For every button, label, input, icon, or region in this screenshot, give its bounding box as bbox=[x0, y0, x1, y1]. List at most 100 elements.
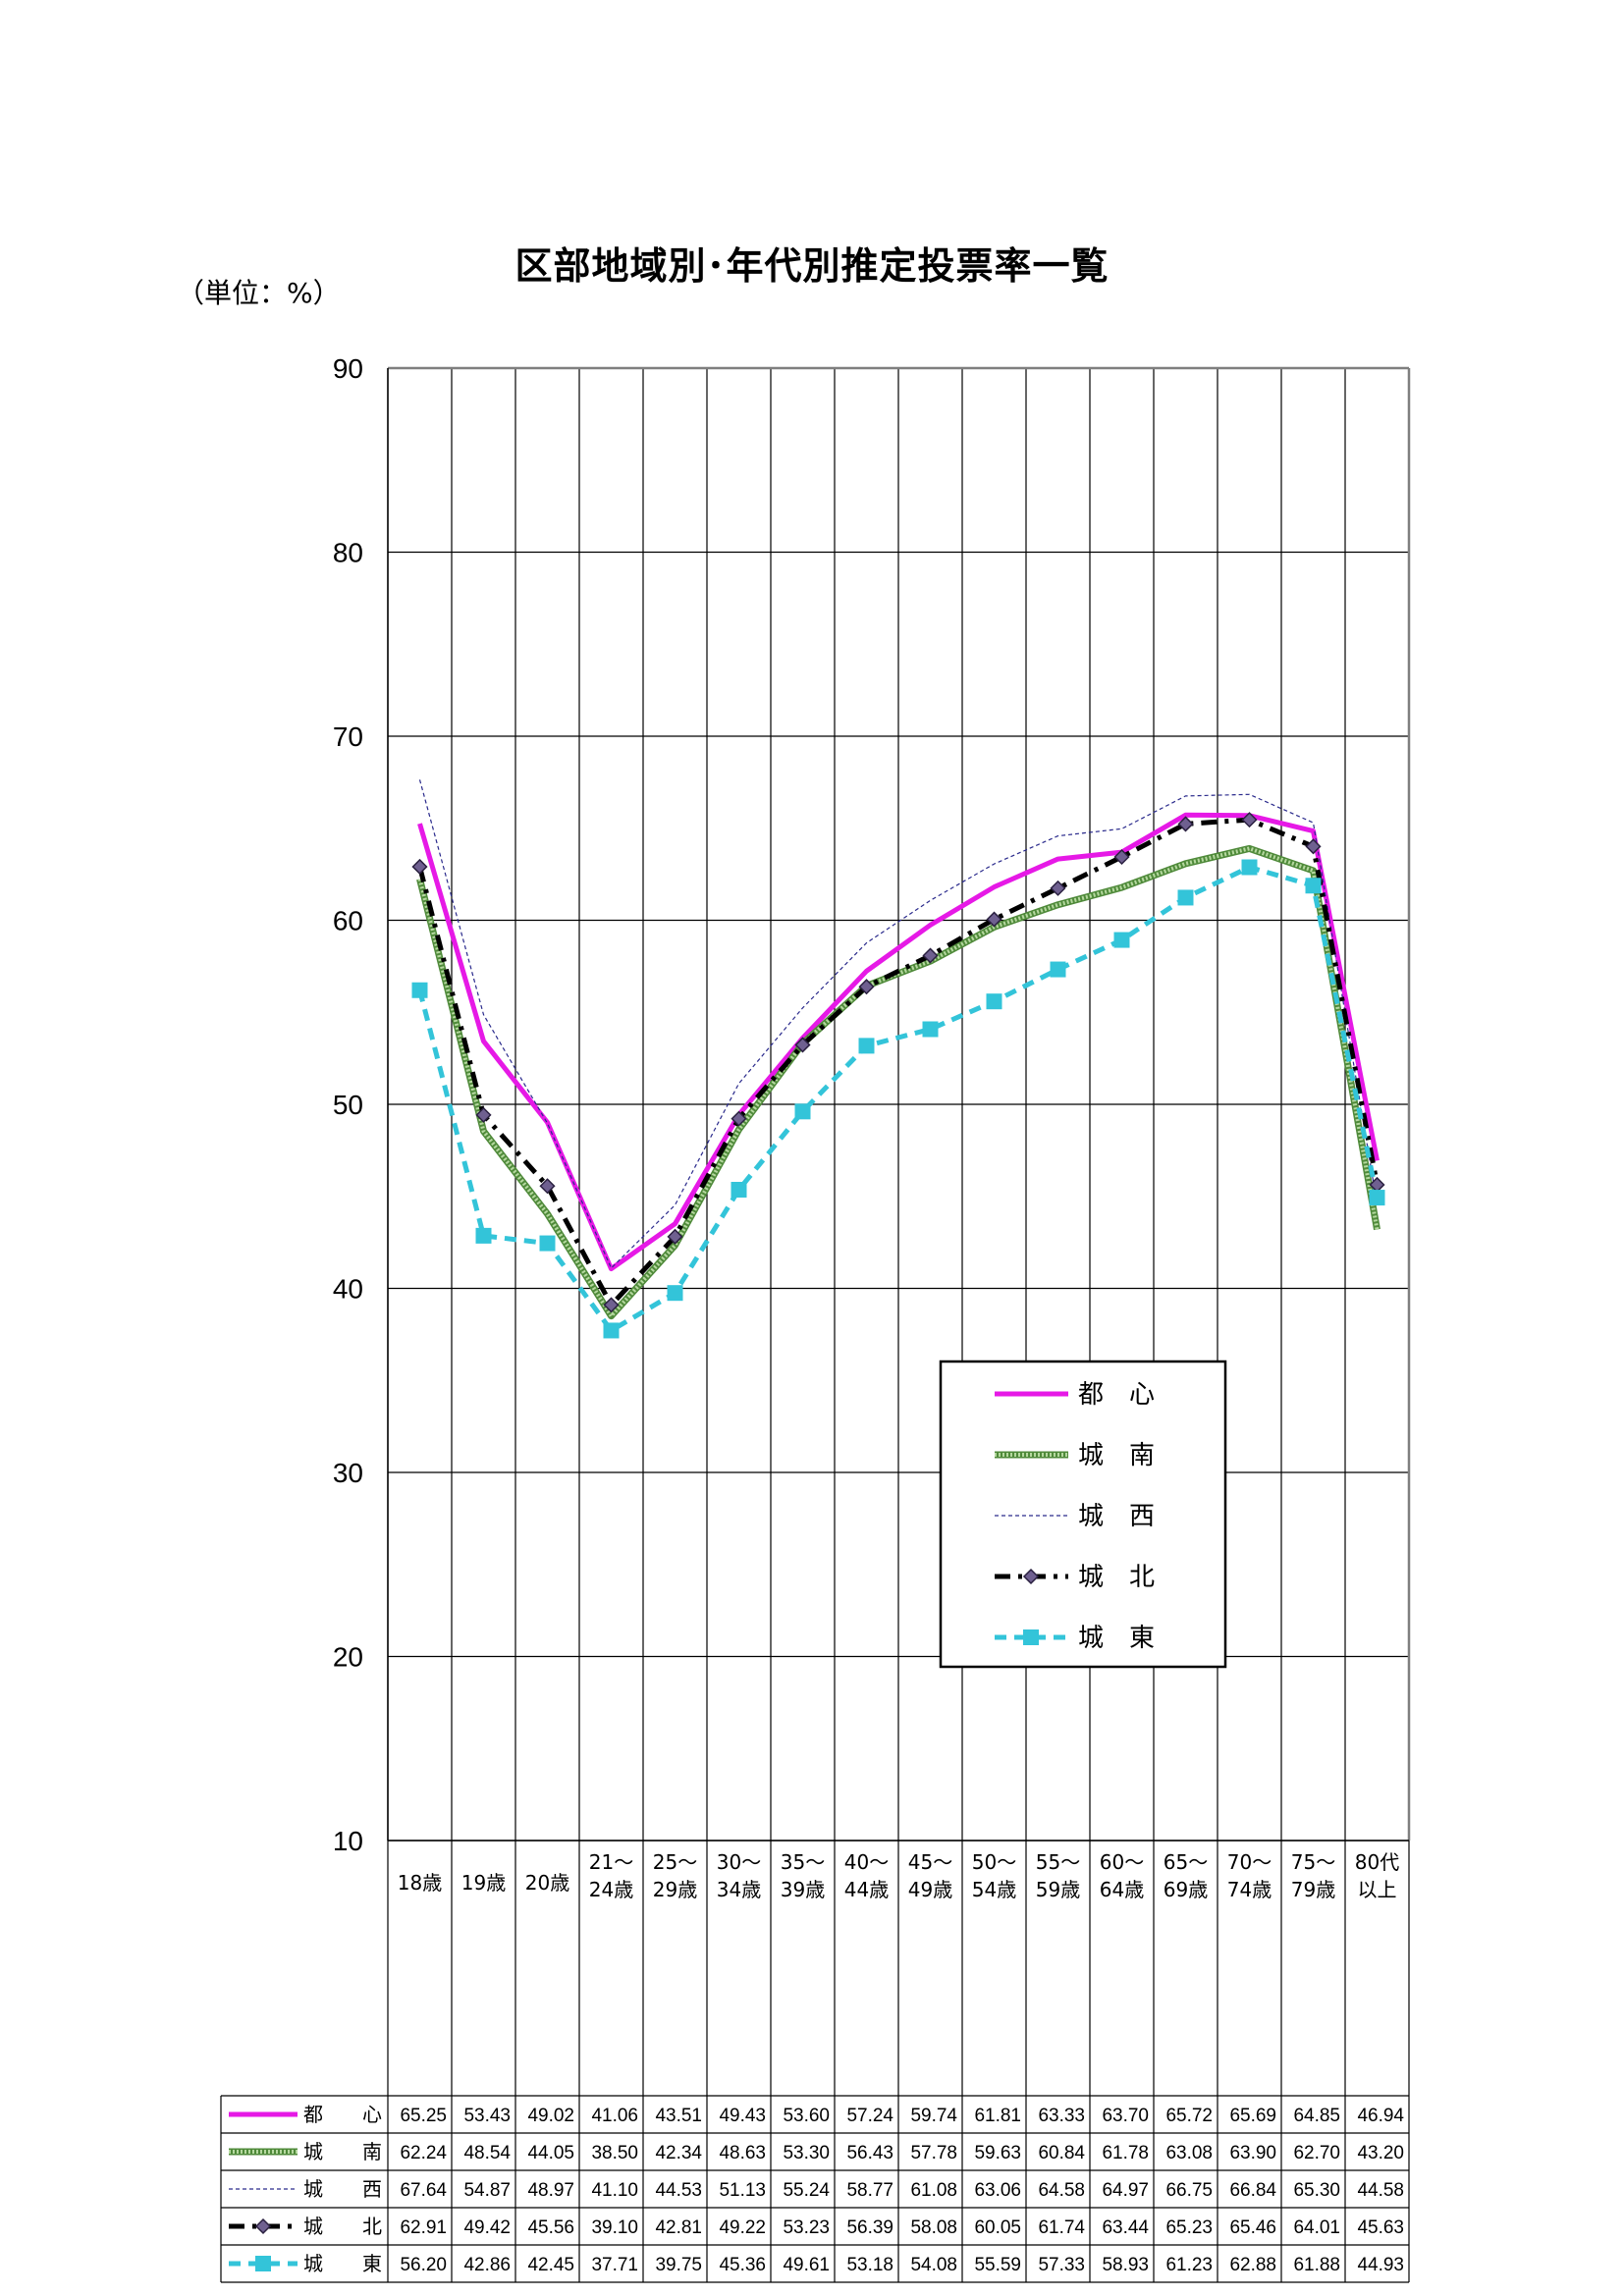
table-cell: 62.91 bbox=[400, 2217, 447, 2238]
table-row-name: 城 東 bbox=[303, 2252, 382, 2275]
table-cell: 44.93 bbox=[1357, 2255, 1404, 2275]
series-4 bbox=[417, 817, 1380, 1308]
table-cell: 44.53 bbox=[655, 2180, 702, 2201]
table-cell: 42.81 bbox=[655, 2217, 702, 2238]
table-cell: 41.06 bbox=[591, 2106, 638, 2126]
x-tick-label: 35～ bbox=[781, 1850, 825, 1874]
table-cell: 56.43 bbox=[846, 2143, 893, 2163]
table-cell: 46.94 bbox=[1357, 2106, 1404, 2126]
x-tick-label: 40～ bbox=[844, 1850, 889, 1874]
x-tick-label: 55～ bbox=[1036, 1850, 1080, 1874]
x-tick-label: 64歳 bbox=[1100, 1878, 1144, 1901]
table-cell: 38.50 bbox=[591, 2143, 638, 2163]
x-tick-label: 69歳 bbox=[1164, 1878, 1208, 1901]
page-title: 区部地域別･年代別推定投票率一覧 bbox=[514, 244, 1110, 288]
series-4-marker bbox=[539, 1178, 556, 1195]
x-tick-label: 34歳 bbox=[717, 1878, 761, 1901]
x-tick-label: 50～ bbox=[972, 1850, 1016, 1874]
series-4-marker bbox=[1050, 880, 1066, 896]
table-cell: 63.44 bbox=[1102, 2217, 1149, 2238]
data-table: 都 心 65.25 53.43 49.02 41.06 43.51 49.43 53.60 57… bbox=[220, 1840, 1410, 2283]
table-cell: 55.59 bbox=[974, 2255, 1021, 2275]
table-cell: 65.25 bbox=[400, 2106, 447, 2126]
x-tick-label: 30～ bbox=[717, 1850, 761, 1874]
x-tick-label: 60～ bbox=[1100, 1850, 1144, 1874]
y-tick-label: 50 bbox=[333, 1090, 363, 1120]
series-4-marker bbox=[1241, 812, 1258, 828]
table-cell: 64.97 bbox=[1102, 2180, 1149, 2201]
series-5-marker bbox=[539, 1235, 556, 1252]
x-tick-label: 29歳 bbox=[653, 1878, 697, 1901]
table-cell: 64.01 bbox=[1293, 2217, 1340, 2238]
table-cell: 37.71 bbox=[591, 2255, 638, 2275]
table-cell: 65.72 bbox=[1165, 2106, 1213, 2126]
series-5-marker bbox=[1369, 1190, 1385, 1206]
x-tick-label: 79歳 bbox=[1291, 1878, 1335, 1901]
table-cell: 49.61 bbox=[783, 2255, 830, 2275]
x-tick-label: 45～ bbox=[908, 1850, 952, 1874]
legend-label: 城 南 bbox=[1078, 1441, 1155, 1470]
table-cell: 66.84 bbox=[1229, 2180, 1276, 2201]
x-tick-label: 39歳 bbox=[781, 1878, 825, 1901]
table-cell: 63.08 bbox=[1165, 2143, 1213, 2163]
table-cell: 63.90 bbox=[1229, 2143, 1276, 2163]
y-tick-label: 10 bbox=[333, 1826, 363, 1856]
series-5-marker bbox=[794, 1103, 811, 1120]
series-5-marker bbox=[667, 1285, 683, 1302]
legend-label: 城 西 bbox=[1078, 1502, 1155, 1531]
table-cell: 60.84 bbox=[1038, 2143, 1085, 2163]
series-3 bbox=[418, 779, 1379, 1269]
series-5-marker bbox=[411, 982, 428, 998]
legend-label: 都 心 bbox=[1078, 1380, 1155, 1410]
series-5-marker bbox=[1050, 961, 1066, 978]
table-cell: 44.05 bbox=[527, 2143, 574, 2163]
table-cell: 63.70 bbox=[1102, 2106, 1149, 2126]
series-5-marker bbox=[1241, 859, 1258, 876]
table-cell: 53.30 bbox=[783, 2143, 830, 2163]
series-line bbox=[417, 817, 1380, 1308]
series-4-marker bbox=[922, 947, 939, 964]
series-5 bbox=[417, 865, 1380, 1333]
table-cell: 43.51 bbox=[655, 2106, 702, 2126]
table-cell: 39.75 bbox=[655, 2255, 702, 2275]
table-cell: 57.33 bbox=[1038, 2255, 1085, 2275]
series-5-marker bbox=[603, 1322, 620, 1339]
table-cell: 55.24 bbox=[783, 2180, 830, 2201]
table-cell: 43.20 bbox=[1357, 2143, 1404, 2163]
table-cell: 59.63 bbox=[974, 2143, 1021, 2163]
table-cell: 62.88 bbox=[1229, 2255, 1276, 2275]
series-5-marker bbox=[1177, 889, 1194, 906]
table-cell: 45.56 bbox=[527, 2217, 574, 2238]
x-tick-label: 24歳 bbox=[589, 1878, 633, 1901]
y-tick-label: 30 bbox=[333, 1458, 363, 1488]
table-cell: 54.87 bbox=[463, 2180, 511, 2201]
table-cell: 61.78 bbox=[1102, 2143, 1149, 2163]
table-row-name: 都 心 bbox=[303, 2103, 382, 2126]
table-cell: 53.18 bbox=[846, 2255, 893, 2275]
series-4-marker bbox=[603, 1297, 620, 1313]
series-5-marker bbox=[731, 1182, 747, 1198]
x-tick-label: 18歳 bbox=[398, 1871, 442, 1895]
table-cell: 41.10 bbox=[591, 2180, 638, 2201]
table-cell: 49.02 bbox=[527, 2106, 574, 2126]
series-4-marker bbox=[986, 911, 1002, 928]
series-4-marker bbox=[794, 1037, 811, 1053]
table-cell: 62.24 bbox=[400, 2143, 447, 2163]
x-tick-label: 75～ bbox=[1291, 1850, 1335, 1874]
table-cell: 61.23 bbox=[1165, 2255, 1213, 2275]
series-4-marker bbox=[858, 979, 875, 995]
table-cell: 59.74 bbox=[910, 2106, 957, 2126]
series-line bbox=[417, 865, 1380, 1333]
table-cell: 63.06 bbox=[974, 2180, 1021, 2201]
series-4-marker bbox=[411, 858, 428, 875]
y-tick-label: 80 bbox=[333, 538, 363, 568]
x-tick-label: 65～ bbox=[1164, 1850, 1208, 1874]
table-cell: 61.74 bbox=[1038, 2217, 1085, 2238]
table-cell: 48.97 bbox=[527, 2180, 574, 2201]
legend-label: 城 東 bbox=[1078, 1624, 1155, 1653]
table-cell: 58.08 bbox=[910, 2217, 957, 2238]
table-cell: 67.64 bbox=[400, 2180, 447, 2201]
table-row-name: 城 西 bbox=[303, 2177, 382, 2201]
x-tick-label: 80代 bbox=[1355, 1850, 1399, 1874]
